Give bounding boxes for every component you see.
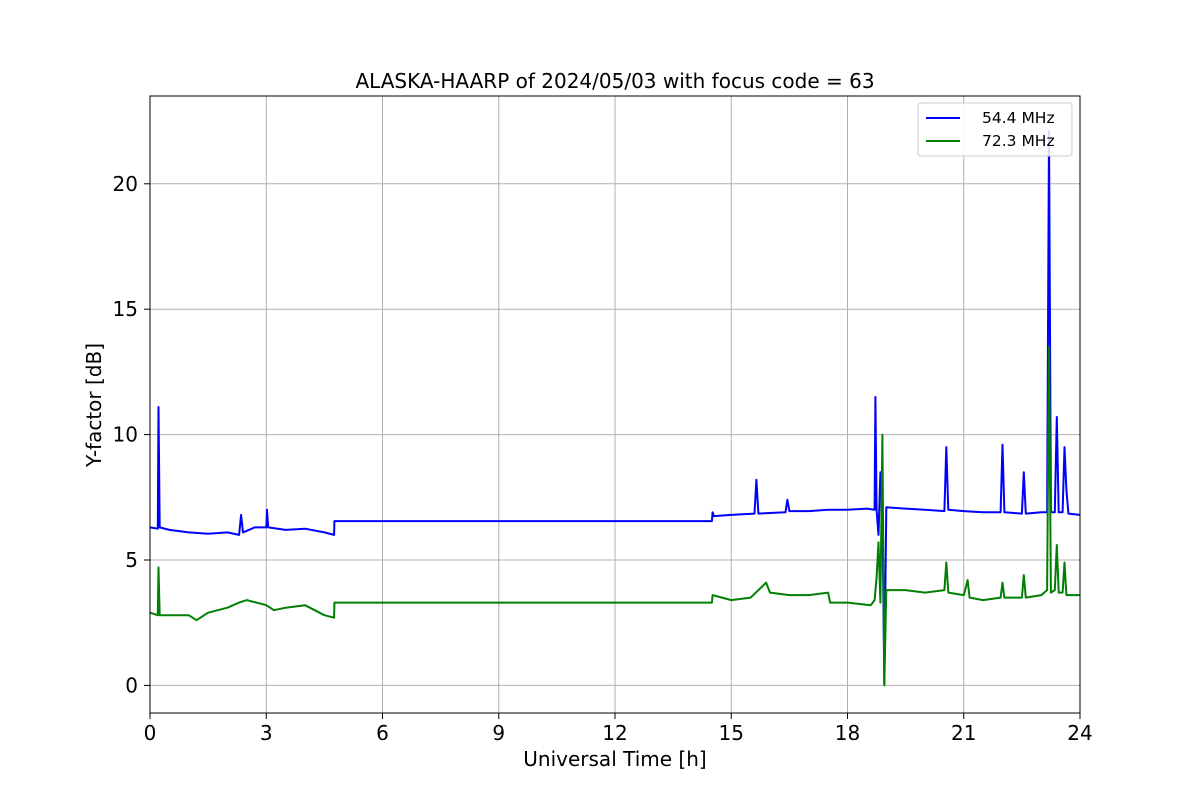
x-tick-label: 18 xyxy=(835,721,860,745)
x-tick-label: 24 xyxy=(1067,721,1092,745)
y-tick-label: 20 xyxy=(113,172,138,196)
x-axis: 0 3 6 9 12 15 18 21 24 xyxy=(144,713,1093,745)
y-axis: 0 5 10 15 20 xyxy=(113,172,150,697)
y-axis-label: Y-factor [dB] xyxy=(82,343,106,468)
y-tick-label: 10 xyxy=(113,423,138,447)
x-tick-label: 0 xyxy=(144,721,157,745)
x-tick-label: 12 xyxy=(602,721,627,745)
y-tick-label: 5 xyxy=(125,548,138,572)
legend-label-54mhz: 54.4 MHz xyxy=(982,109,1055,127)
x-tick-label: 6 xyxy=(376,721,389,745)
x-tick-label: 9 xyxy=(492,721,505,745)
x-tick-label: 15 xyxy=(719,721,744,745)
series-line-72mhz xyxy=(149,345,1080,687)
y-tick-label: 15 xyxy=(113,297,138,321)
x-tick-label: 3 xyxy=(260,721,273,745)
x-axis-label: Universal Time [h] xyxy=(523,747,706,771)
legend-box xyxy=(917,102,1073,157)
legend: 54.4 MHz 72.3 MHz xyxy=(917,102,1073,157)
chart-title: ALASKA-HAARP of 2024/05/03 with focus co… xyxy=(355,69,874,93)
series-layer xyxy=(149,130,1081,687)
y-tick-label: 0 xyxy=(125,673,138,697)
x-tick-label: 21 xyxy=(951,721,976,745)
legend-label-72mhz: 72.3 MHz xyxy=(982,132,1055,150)
series-line-54mhz xyxy=(149,130,1081,686)
